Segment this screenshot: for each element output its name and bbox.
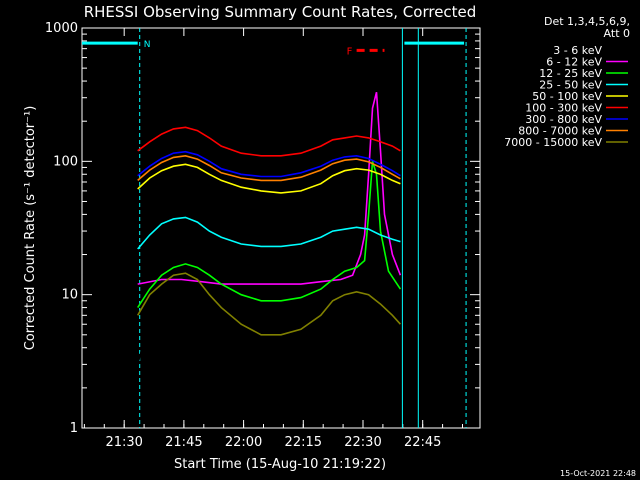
series-group (136, 92, 402, 372)
y-tick-label: 10 (61, 288, 78, 303)
legend-label: 3 - 6 keV (553, 44, 602, 57)
legend-label: 100 - 300 keV (525, 102, 602, 115)
x-tick-label: 22:15 (285, 435, 322, 450)
attenuator-lines (139, 28, 467, 428)
state-bars: NF (82, 40, 465, 57)
series-line-7 (137, 154, 401, 182)
footer-timestamp: 15-Oct-2021 22:48 (560, 469, 636, 478)
legend-label: 12 - 25 keV (539, 67, 602, 80)
x-tick-label: 22:30 (344, 435, 381, 450)
x-tick-label: 22:00 (225, 435, 262, 450)
legend-label: 800 - 7000 keV (518, 125, 602, 138)
x-axis: 21:30 21:45 22:00 22:15 22:30 22:45 (83, 28, 463, 450)
legend-header-0: Det 1,3,4,5,6,9, (544, 15, 630, 28)
series-line-5 (137, 126, 401, 157)
night-annotation: N (144, 40, 151, 50)
series-line-4 (137, 163, 401, 194)
y-tick-label: 1000 (45, 21, 78, 36)
x-tick-label: 22:45 (404, 435, 441, 450)
series-line-2 (137, 161, 402, 309)
series-line-0 (136, 293, 402, 372)
series-line-6 (137, 150, 401, 178)
legend-label: 300 - 800 keV (525, 113, 602, 126)
legend-label: 7000 - 15000 keV (504, 136, 602, 149)
series-line-1 (137, 92, 402, 285)
flare-annotation: F (347, 46, 353, 57)
legend-label: 50 - 100 keV (532, 90, 602, 103)
chart-title: RHESSI Observing Summary Count Rates, Co… (84, 3, 477, 21)
y-axis: 1 10 100 1000 (45, 21, 480, 436)
legend-header-1: Att 0 (604, 27, 630, 40)
series-line-8 (137, 272, 401, 336)
plot-frame (81, 27, 481, 429)
x-tick-label: 21:30 (105, 435, 142, 450)
y-axis-label: Corrected Count Rate (s⁻¹ detector⁻¹) (23, 106, 38, 351)
x-axis-label: Start Time (15-Aug-10 21:19:22) (174, 457, 386, 472)
y-tick-label: 1 (70, 421, 78, 436)
x-tick-label: 21:45 (165, 435, 202, 450)
legend-label: 25 - 50 keV (539, 79, 602, 92)
series-line-3 (137, 216, 401, 250)
legend-label: 6 - 12 keV (546, 56, 602, 69)
y-tick-label: 100 (53, 154, 78, 169)
